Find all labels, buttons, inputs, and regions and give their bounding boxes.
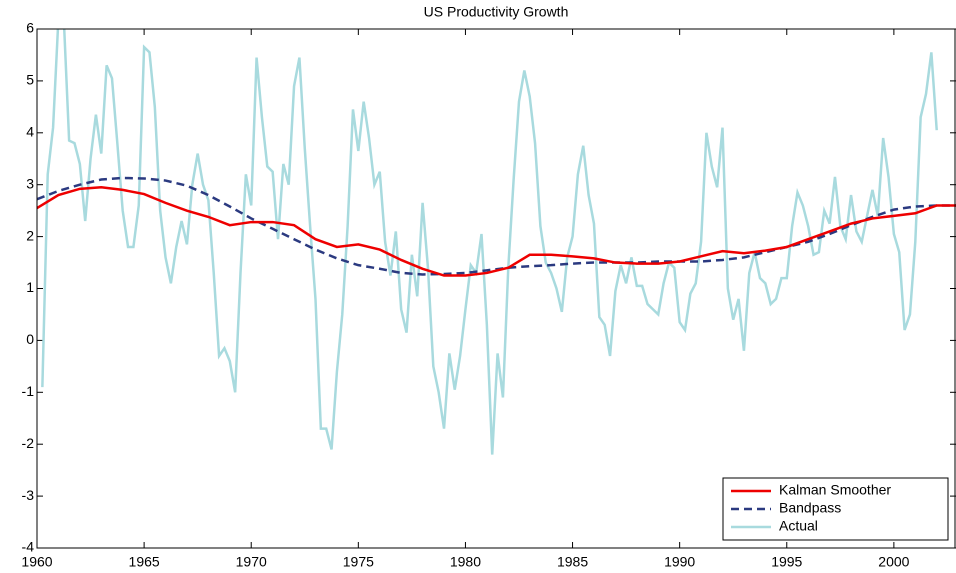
legend-label: Bandpass (779, 500, 841, 516)
y-tick-label: 1 (26, 279, 34, 295)
y-tick-label: 5 (26, 72, 34, 88)
y-tick-label: -2 (22, 435, 35, 451)
x-tick-label: 1970 (236, 554, 267, 570)
y-tick-label: 0 (26, 331, 34, 347)
series-line (37, 186, 956, 277)
series-line (41, 29, 938, 455)
x-tick-label: 1995 (771, 554, 802, 570)
x-tick-label: 1965 (129, 554, 160, 570)
x-tick-label: 1985 (557, 554, 588, 570)
x-tick-label: 1960 (21, 554, 52, 570)
y-tick-label: 3 (26, 175, 34, 191)
series-line (37, 176, 956, 276)
plot-area (37, 29, 956, 455)
legend-label: Actual (779, 518, 818, 534)
legend-label: Kalman Smoother (779, 482, 891, 498)
x-tick-label: 1980 (450, 554, 481, 570)
y-tick-label: -3 (22, 487, 35, 503)
y-tick-label: -1 (22, 383, 35, 399)
x-tick-label: 1975 (343, 554, 374, 570)
y-tick-label: 2 (26, 227, 34, 243)
y-tick-label: 4 (26, 124, 34, 140)
y-tick-label: 6 (26, 20, 34, 36)
chart-title: US Productivity Growth (424, 4, 569, 20)
x-tick-label: 2000 (878, 554, 909, 570)
y-tick-label: -4 (22, 539, 35, 555)
legend: Kalman Smoother Bandpass Actual (722, 477, 949, 541)
plot-frame (36, 28, 956, 549)
x-tick-label: 1990 (664, 554, 695, 570)
